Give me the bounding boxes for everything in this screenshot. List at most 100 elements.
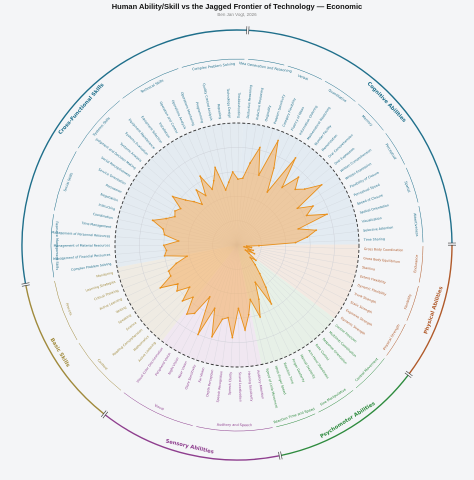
data-point: [213, 307, 216, 310]
data-point: [294, 157, 297, 159]
data-point: [165, 217, 168, 220]
data-point: [185, 313, 188, 316]
data-point: [176, 290, 178, 292]
data-point: [181, 300, 184, 302]
data-point: [258, 146, 261, 149]
axis-label: Gross Body Equilibrium: [363, 256, 400, 264]
subgroup-label: Social Skills: [63, 172, 74, 192]
axis-label: Management of Financial Resources: [53, 253, 111, 261]
axis-label: Science: [125, 321, 137, 332]
subgroup-label: Verbal: [297, 74, 308, 82]
category-tick: [100, 410, 107, 417]
subgroup-label: Technical Skills: [139, 78, 164, 94]
data-point: [258, 244, 260, 247]
data-point: [241, 177, 244, 180]
data-point: [266, 191, 269, 193]
data-point: [273, 167, 275, 169]
data-point: [151, 219, 154, 222]
data-point: [171, 195, 174, 198]
axis-label: Extent Flexibility: [360, 274, 387, 284]
category-label: Sensory Abilities: [165, 438, 214, 455]
data-point: [175, 262, 178, 265]
grid-spoke: [236, 244, 342, 308]
subgroup-label: Content: [96, 358, 108, 371]
data-point: [257, 174, 260, 177]
data-point: [174, 210, 176, 212]
data-point: [237, 178, 239, 181]
data-point: [165, 249, 168, 252]
subgroup-arc: [181, 58, 245, 68]
data-point: [258, 272, 261, 275]
data-point: [247, 248, 250, 251]
axis-label: Management of Material Resources: [54, 244, 111, 248]
subgroup-label: Systems Skills: [92, 116, 111, 137]
subgroup-arc: [406, 285, 419, 321]
category-arc: [21, 29, 247, 284]
data-point: [297, 176, 300, 179]
data-point: [296, 207, 299, 210]
subgroup-label: Idea Generation and Reasoning: [239, 61, 292, 73]
subgroup-arc: [78, 343, 122, 391]
category-tick: [405, 370, 413, 377]
frontier-circle: [114, 122, 360, 368]
data-point: [244, 249, 247, 251]
axis-label: Auditory Attention: [256, 370, 265, 399]
axis-label: Troubleshooting: [237, 92, 241, 118]
subgroup-arc: [358, 103, 384, 131]
subgroup-arc: [418, 246, 424, 283]
category-arc: [281, 374, 409, 457]
axis-label: Stamina: [362, 265, 376, 271]
axis-label: Hearing Sensitivity: [247, 371, 254, 402]
data-point: [244, 329, 246, 331]
axis-label: Coordination: [93, 212, 114, 220]
data-point: [197, 333, 199, 336]
data-point: [243, 245, 245, 248]
category-tick: [404, 372, 412, 378]
axis-label: Speaking: [117, 313, 132, 324]
grid-spoke: [236, 244, 350, 292]
data-point: [162, 228, 164, 230]
data-point: [281, 186, 284, 189]
axis-label: Deductive Reasoning: [246, 85, 253, 119]
data-point: [249, 298, 252, 301]
axis-label: Written Comprehension: [339, 148, 372, 173]
subgroup-label: Spatial: [404, 181, 412, 193]
data-point: [255, 259, 257, 262]
data-point: [193, 312, 196, 315]
data-point: [193, 200, 195, 203]
subgroup-arc: [123, 392, 193, 426]
grid-spoke: [236, 244, 338, 315]
data-point: [199, 175, 202, 178]
axis-label: Visualization: [361, 216, 382, 224]
sector-tint: [237, 245, 335, 365]
data-point: [179, 207, 182, 210]
axis-label: Speech Recognition: [216, 371, 224, 403]
data-point: [173, 215, 176, 218]
data-point: [211, 188, 214, 191]
axis-label: Spatial Orientation: [359, 203, 389, 214]
data-point: [201, 203, 203, 206]
subgroup-arc: [248, 59, 285, 66]
subgroup-arc: [53, 151, 77, 211]
subgroup-arc: [406, 167, 419, 203]
axis-label: Speech Clarity: [227, 372, 232, 395]
category-label: Psychomotor Abilities: [319, 401, 376, 440]
data-point: [265, 286, 267, 289]
data-point: [248, 252, 250, 255]
data-point: [305, 214, 308, 217]
chart-title: Human Ability/Skill vs the Jagged Fronti…: [111, 2, 363, 11]
data-point: [195, 189, 198, 191]
subgroup-arc: [418, 206, 424, 243]
axis-label: Equipment Selection: [140, 115, 163, 144]
subgroup-arc: [318, 390, 354, 413]
data-point: [252, 249, 255, 252]
category-tick: [278, 451, 281, 460]
data-point: [312, 205, 314, 207]
subgroup-arc: [386, 323, 406, 356]
data-point: [162, 244, 165, 247]
axis-label: Response Orientation: [322, 337, 348, 365]
data-point: [212, 179, 215, 182]
axis-label: Repairing: [217, 104, 223, 120]
subgroup-arc: [385, 133, 405, 165]
